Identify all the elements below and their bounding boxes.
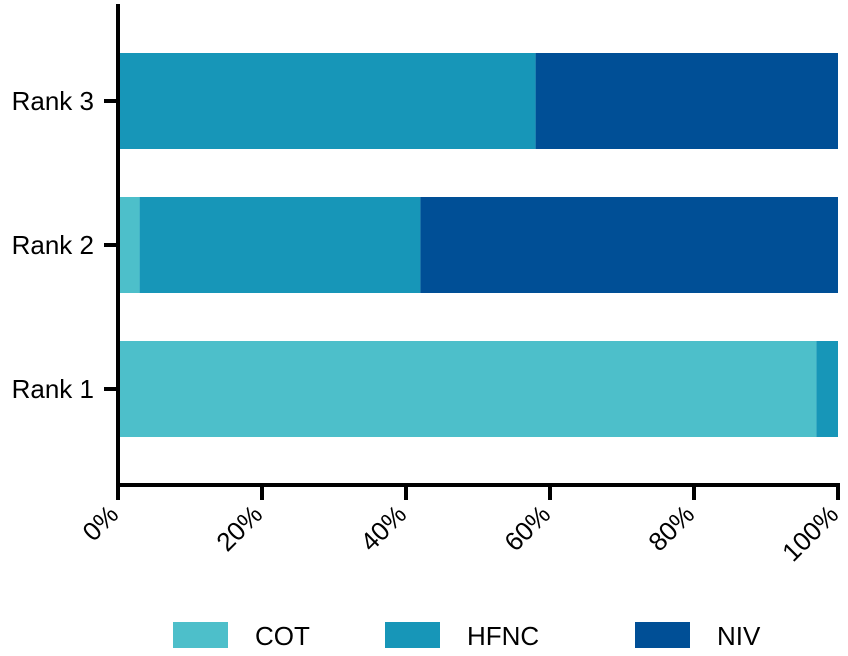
x-tick-label: 20% [210,499,268,557]
legend-label-niv: NIV [717,621,761,651]
bar-hfnc-rank-1 [816,341,838,437]
bar-hfnc-rank-2 [139,197,421,293]
y-tick-label: Rank 2 [12,230,94,260]
x-tick-label: 80% [642,499,700,557]
bar-hfnc-rank-3 [118,53,536,149]
y-ticks-group: Rank 1 Rank 2 Rank 3 [12,86,118,404]
y-tick-label: Rank 3 [12,86,94,116]
x-tick-label: 40% [354,499,412,557]
bar-cot-rank-1 [118,341,817,437]
legend-swatch-hfnc [385,622,440,648]
legend: COT HFNC NIV [173,621,761,651]
x-ticks-group: 0% 20% 40% 60% 80% 100% [76,485,844,567]
legend-swatch-niv [635,622,690,648]
bar-niv-rank-3 [535,53,838,149]
y-tick-label: Rank 1 [12,374,94,404]
x-tick-label: 60% [498,499,556,557]
legend-swatch-cot [173,622,228,648]
x-tick-label: 100% [776,499,844,567]
bars-group [118,53,838,437]
legend-label-hfnc: HFNC [467,621,539,651]
x-tick-label: 0% [76,499,124,547]
bar-cot-rank-2 [118,197,140,293]
legend-label-cot: COT [255,621,310,651]
bar-niv-rank-2 [420,197,838,293]
